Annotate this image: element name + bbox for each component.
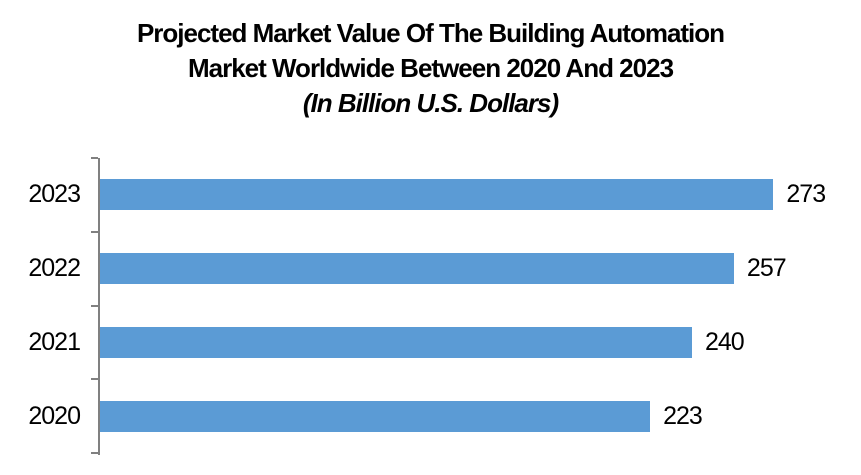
y-axis-tick bbox=[91, 304, 98, 307]
value-label: 273 bbox=[786, 180, 826, 209]
bar bbox=[100, 400, 651, 432]
y-axis-line bbox=[98, 158, 100, 455]
bar-row: 2020 223 bbox=[0, 379, 861, 453]
value-label: 240 bbox=[705, 327, 745, 356]
value-label: 223 bbox=[663, 401, 703, 430]
y-axis-tick bbox=[91, 230, 98, 233]
bar bbox=[100, 253, 734, 285]
bar-row: 2022 257 bbox=[0, 232, 861, 306]
y-axis-tick bbox=[91, 452, 98, 454]
bar bbox=[100, 179, 774, 211]
value-label: 257 bbox=[746, 254, 787, 283]
chart-subtitle: (In Billion U.S. Dollars) bbox=[302, 88, 559, 118]
bar-row: 2023 273 bbox=[0, 158, 861, 232]
category-label: 2023 bbox=[28, 180, 81, 209]
bar bbox=[100, 326, 692, 358]
chart-title-line-2: Market Worldwide Between 2020 And 2023 bbox=[187, 53, 674, 83]
chart-title-line-1: Projected Market Value Of The Building A… bbox=[136, 18, 725, 48]
category-label: 2021 bbox=[28, 327, 81, 356]
y-axis-tick bbox=[91, 378, 98, 381]
y-axis-tick bbox=[91, 157, 98, 159]
chart-title: Projected Market Value Of The Building A… bbox=[0, 16, 861, 121]
category-label: 2022 bbox=[28, 254, 81, 283]
bar-row: 2021 240 bbox=[0, 306, 861, 380]
category-label: 2020 bbox=[28, 401, 81, 430]
